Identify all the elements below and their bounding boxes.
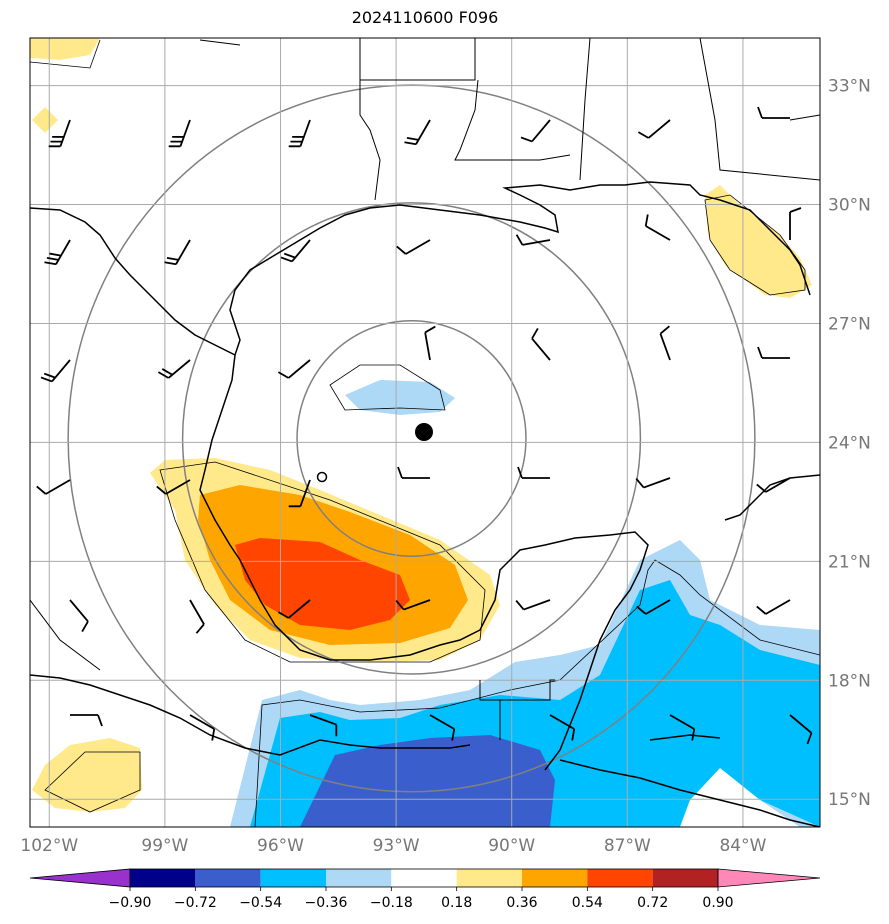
colorbar-tick-label: 0.54 bbox=[572, 895, 603, 911]
colorbar: −0.90 −0.72 −0.54 −0.36 −0.18 0.18 0.36 0.54 0.7… bbox=[29, 868, 821, 911]
wind-barb bbox=[280, 239, 311, 263]
lon-tick-label: 96°W bbox=[257, 836, 304, 856]
wind-barb bbox=[157, 359, 191, 379]
wind-barb bbox=[168, 119, 191, 148]
wind-barb bbox=[288, 119, 311, 148]
colorbar-tick-label: 0.90 bbox=[702, 895, 733, 911]
lon-labels: 102°W 99°W 96°W 93°W 90°W 87°W 84°W bbox=[20, 836, 766, 856]
colorbar-tick-label: −0.54 bbox=[239, 895, 282, 911]
range-ring bbox=[296, 319, 527, 557]
storm-center-marker bbox=[415, 423, 433, 441]
colorbar-segment bbox=[130, 869, 196, 887]
lon-tick-label: 93°W bbox=[373, 836, 420, 856]
wind-barb bbox=[515, 234, 551, 246]
wind-barbs bbox=[36, 106, 813, 745]
lat-tick-label: 15°N bbox=[828, 790, 871, 810]
wind-barb bbox=[277, 599, 311, 619]
wind-barb bbox=[397, 466, 430, 479]
colorbar-tick-label: −0.72 bbox=[174, 895, 217, 911]
wind-barb bbox=[48, 119, 71, 148]
wind-barb bbox=[424, 325, 436, 361]
lat-tick-label: 27°N bbox=[828, 314, 871, 334]
wind-barb bbox=[189, 714, 216, 741]
coastlines bbox=[30, 38, 820, 827]
wind-barb bbox=[69, 599, 89, 633]
wind-barb bbox=[636, 599, 671, 615]
colorbar-segment bbox=[587, 869, 653, 887]
wind-barb bbox=[36, 479, 71, 495]
colorbar-tick-label: 0.72 bbox=[637, 895, 668, 911]
wind-barb bbox=[517, 466, 550, 479]
wind-barb bbox=[189, 599, 205, 634]
colorbar-extend-low bbox=[29, 868, 131, 888]
wind-barb bbox=[789, 207, 802, 240]
wind-barb bbox=[309, 714, 338, 737]
lat-labels: 33°N 30°N 27°N 24°N 21°N 18°N 15°N bbox=[828, 77, 871, 811]
lat-tick-label: 18°N bbox=[828, 671, 871, 691]
colorbar-segment bbox=[260, 869, 326, 887]
shade-pos-small bbox=[32, 107, 58, 133]
colorbar-segment bbox=[326, 869, 392, 887]
wind-barb bbox=[531, 327, 551, 361]
lon-tick-label: 90°W bbox=[488, 836, 535, 856]
wind-barb bbox=[70, 714, 103, 727]
map-title: 2024110600 F096 bbox=[351, 8, 499, 27]
wind-barb bbox=[549, 714, 576, 741]
wind-barb bbox=[659, 325, 671, 361]
lat-tick-label: 33°N bbox=[828, 77, 871, 97]
wind-barb bbox=[156, 479, 191, 495]
colorbar-tick-label: −0.36 bbox=[305, 895, 348, 911]
wind-barb bbox=[164, 239, 191, 266]
wind-barb bbox=[515, 599, 551, 611]
colorbar-tick-label: 0.36 bbox=[506, 895, 537, 911]
wind-barb bbox=[644, 214, 671, 241]
wind-barb bbox=[669, 714, 696, 741]
lat-tick-label: 21°N bbox=[828, 552, 871, 572]
wind-barb bbox=[288, 479, 311, 508]
shade-neg-small bbox=[345, 380, 455, 415]
wind-barb bbox=[757, 106, 790, 119]
wind-barb bbox=[789, 714, 813, 745]
colorbar-tick-label: 0.18 bbox=[441, 895, 472, 911]
lon-tick-label: 84°W bbox=[719, 836, 766, 856]
shade-neg-dark bbox=[300, 735, 555, 827]
wind-barb bbox=[520, 119, 551, 143]
wind-barb bbox=[277, 359, 311, 379]
colorbar-segment bbox=[391, 869, 457, 887]
shade-pos-sw bbox=[32, 738, 142, 812]
map-frame bbox=[29, 37, 821, 828]
range-ring bbox=[181, 202, 642, 675]
wind-barb bbox=[637, 119, 671, 139]
lon-tick-label: 102°W bbox=[20, 836, 78, 856]
wind-barb bbox=[40, 359, 71, 383]
secondary-marker bbox=[316, 471, 328, 483]
colorbar-segment bbox=[456, 869, 522, 887]
shade-pos-ne bbox=[705, 185, 812, 298]
colorbar-tick-label: −0.18 bbox=[370, 895, 413, 911]
shade-pos-nw bbox=[30, 38, 100, 60]
wind-barb bbox=[429, 714, 456, 741]
shade-gap bbox=[680, 768, 800, 827]
wind-barb bbox=[395, 599, 431, 611]
lat-tick-label: 24°N bbox=[828, 433, 871, 453]
colorbar-segment bbox=[522, 869, 588, 887]
colorbar-tick-label: −0.90 bbox=[109, 895, 152, 911]
wind-barb bbox=[396, 239, 431, 255]
colorbar-segment bbox=[195, 869, 261, 887]
lon-tick-label: 99°W bbox=[141, 836, 188, 856]
colorbar-extend-high bbox=[717, 868, 821, 888]
graticule bbox=[30, 38, 820, 827]
wind-barb bbox=[756, 599, 791, 615]
lon-tick-label: 87°W bbox=[604, 836, 651, 856]
wind-barb bbox=[404, 119, 431, 146]
lat-tick-label: 30°N bbox=[828, 196, 871, 216]
wind-barb bbox=[44, 239, 71, 266]
wind-barb bbox=[635, 477, 671, 489]
wind-barb bbox=[756, 477, 791, 493]
wind-barb bbox=[757, 346, 790, 359]
colorbar-segment bbox=[652, 869, 718, 887]
colorbar-outline bbox=[129, 868, 719, 888]
